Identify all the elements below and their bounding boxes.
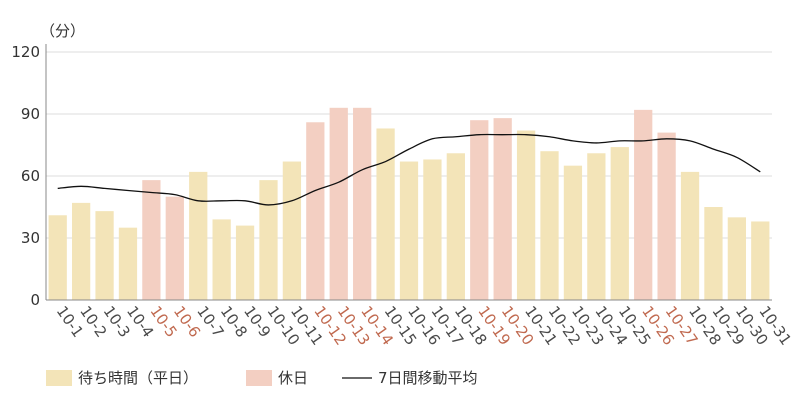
data-label: 50 — [165, 199, 184, 217]
bar-weekday — [259, 180, 278, 300]
data-label: 92 — [634, 112, 653, 130]
data-label: 65 — [564, 168, 583, 186]
data-label: 38 — [751, 223, 770, 241]
bar-weekday — [235, 225, 255, 300]
data-label: 67 — [283, 164, 302, 182]
bar-weekday — [680, 171, 700, 300]
bar-weekday — [704, 207, 723, 300]
bar-weekday — [95, 211, 114, 300]
data-label: 62 — [189, 174, 208, 192]
bar-weekday — [610, 147, 629, 300]
y-axis-unit-label: （分） — [40, 22, 85, 40]
data-label: 88 — [493, 120, 512, 138]
y-tick-label: 90 — [21, 105, 40, 123]
bar-weekday — [446, 153, 465, 300]
data-label: 43 — [95, 213, 114, 231]
y-tick-label: 60 — [21, 167, 40, 185]
bar-weekday — [751, 221, 770, 300]
legend-label-holiday: 休日 — [278, 369, 308, 387]
bar-holiday — [634, 109, 653, 300]
y-tick-label: 120 — [11, 43, 40, 61]
bar-weekday — [189, 171, 208, 300]
bar-weekday — [587, 153, 606, 300]
data-label: 86 — [306, 124, 325, 142]
legend-swatch-weekday — [46, 370, 72, 386]
bar-holiday — [353, 107, 372, 300]
data-label: 83 — [376, 130, 395, 148]
data-label: 71 — [587, 155, 606, 173]
data-label: 39 — [212, 221, 231, 239]
bar-weekday — [376, 128, 395, 300]
legend-label-weekday: 待ち時間（平日） — [78, 369, 198, 387]
data-label: 62 — [681, 174, 700, 192]
bar-holiday — [306, 122, 325, 301]
data-label: 41 — [48, 217, 67, 235]
bar-weekday — [727, 217, 747, 300]
bar-weekday — [399, 161, 419, 300]
bar-holiday — [493, 118, 512, 300]
data-label: 93 — [329, 110, 348, 128]
y-tick-label: 0 — [30, 291, 40, 309]
data-label: 71 — [446, 155, 465, 173]
bar-weekday — [282, 161, 302, 300]
data-label: 58 — [259, 182, 278, 200]
data-label: 74 — [610, 149, 629, 167]
bar-weekday — [118, 227, 138, 300]
bar-weekday — [423, 159, 442, 300]
moving-average-line — [57, 133, 761, 206]
data-label: 47 — [72, 205, 91, 223]
bar-holiday — [470, 120, 489, 300]
bar-weekday — [212, 219, 231, 300]
data-label: 87 — [470, 122, 489, 140]
moving-average-path — [57, 133, 761, 206]
y-tick-label: 30 — [21, 229, 40, 247]
bar-holiday — [329, 107, 348, 300]
data-label: 35 — [119, 230, 138, 248]
bar-weekday — [71, 202, 91, 300]
data-label: 58 — [142, 182, 161, 200]
data-label: 45 — [704, 209, 723, 227]
data-label: 36 — [236, 228, 255, 246]
axes: 030609012010-110-210-310-410-510-610-710… — [11, 43, 795, 349]
data-label: 81 — [657, 135, 676, 153]
legend-swatch-holiday — [246, 370, 272, 386]
bar-weekday — [48, 215, 67, 300]
legend: 待ち時間（平日） 休日 7日間移動平均 — [46, 369, 478, 387]
legend-label-moving-average: 7日間移動平均 — [378, 369, 478, 387]
data-label: 72 — [540, 153, 559, 171]
bar-weekday — [540, 151, 559, 300]
bar-holiday — [142, 180, 161, 300]
bar-weekday — [516, 130, 536, 300]
data-label: 67 — [400, 164, 419, 182]
data-label: 40 — [727, 219, 746, 237]
bar-weekday — [563, 165, 583, 300]
bars — [48, 107, 770, 301]
bar-holiday — [657, 132, 676, 300]
bar-holiday — [165, 196, 184, 300]
data-label: 82 — [517, 133, 536, 151]
data-label: 68 — [423, 161, 442, 179]
data-label: 93 — [353, 110, 372, 128]
